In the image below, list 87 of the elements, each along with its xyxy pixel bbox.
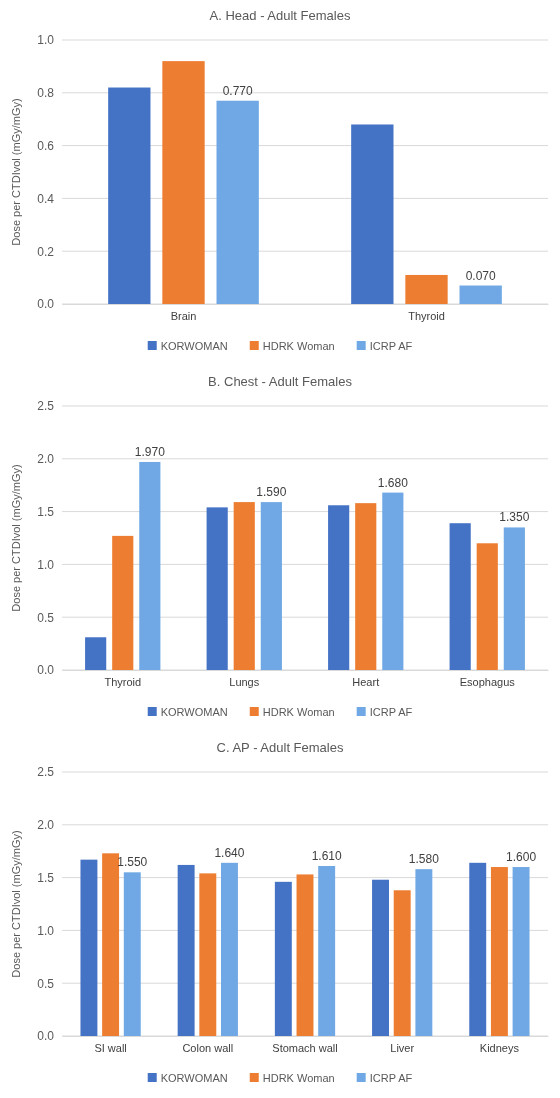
bar — [351, 124, 394, 304]
x-tick-label: Stomach wall — [272, 1041, 338, 1054]
bar — [393, 890, 411, 1036]
data-label: 1.350 — [499, 510, 530, 525]
chart-title: C. AP - Adult Females — [216, 740, 344, 755]
bar — [274, 881, 292, 1036]
bar — [318, 865, 336, 1036]
bar — [469, 862, 487, 1036]
bar — [233, 502, 255, 670]
y-tick-label: 1.5 — [37, 504, 55, 519]
y-axis-title: Dose per CTDIvol (mGy/mGy) — [10, 830, 22, 978]
bar — [490, 867, 508, 1036]
data-label: 1.580 — [408, 852, 440, 867]
bar — [108, 87, 151, 304]
y-tick-label: 1.5 — [37, 870, 55, 885]
y-tick-label: 2.0 — [37, 452, 55, 467]
x-tick-label: Brain — [170, 309, 197, 322]
bar — [382, 492, 404, 670]
x-tick-label: Thyroid — [104, 675, 142, 688]
x-tick-label: Lungs — [229, 675, 260, 688]
data-label: 1.610 — [311, 848, 343, 863]
data-label: 0.070 — [465, 268, 497, 283]
bar — [415, 869, 433, 1036]
data-label: 1.970 — [134, 444, 166, 459]
chart-title: B. Chest - Adult Females — [208, 374, 353, 389]
bar — [405, 274, 448, 304]
x-tick-label: Thyroid — [408, 309, 445, 322]
legend-label: HDRK Woman — [262, 706, 335, 718]
x-tick-label: Colon wall — [182, 1041, 234, 1054]
bar — [328, 505, 350, 670]
x-tick-label: Heart — [352, 675, 380, 688]
x-tick-label: Kidneys — [479, 1041, 520, 1054]
legend-label: HDRK Woman — [262, 1072, 335, 1084]
y-tick-label: 1.0 — [37, 557, 55, 572]
bar — [216, 100, 259, 304]
bar — [476, 543, 498, 670]
bar — [177, 864, 195, 1036]
bar — [206, 507, 228, 670]
bar — [296, 874, 314, 1036]
y-tick-label: 0.0 — [37, 663, 55, 678]
bar — [372, 879, 389, 1036]
legend-label: HDRK Woman — [262, 340, 335, 352]
y-tick-label: 0.4 — [37, 191, 55, 206]
bar — [459, 285, 502, 304]
bar — [162, 61, 205, 304]
y-tick-label: 2.5 — [37, 399, 55, 414]
bar — [260, 502, 282, 670]
legend-label: KORWOMAN — [160, 1072, 228, 1084]
bar — [112, 535, 134, 670]
y-tick-label: 0.5 — [37, 610, 55, 625]
y-tick-label: 0.0 — [37, 297, 55, 312]
data-label: 0.770 — [222, 83, 254, 98]
bar — [85, 637, 107, 670]
legend-label: ICRP AF — [369, 340, 413, 352]
x-tick-label: Esophagus — [459, 675, 516, 688]
y-tick-label: 0.2 — [37, 244, 55, 259]
legend-label: ICRP AF — [369, 1072, 413, 1084]
y-tick-label: 0.0 — [37, 1029, 55, 1044]
bar — [221, 862, 238, 1036]
data-label: 1.680 — [377, 475, 409, 490]
y-tick-label: 2.5 — [37, 765, 55, 780]
bar — [512, 867, 530, 1036]
bar — [139, 461, 161, 670]
x-tick-label: Liver — [390, 1041, 415, 1054]
bar — [199, 873, 217, 1036]
bar — [355, 503, 377, 670]
chart-title: A. Head - Adult Females — [209, 8, 351, 23]
bar — [102, 853, 120, 1036]
y-tick-label: 2.0 — [37, 818, 55, 833]
data-label: 1.640 — [214, 845, 245, 860]
y-tick-label: 1.0 — [37, 33, 55, 48]
legend-label: KORWOMAN — [160, 340, 228, 352]
y-tick-label: 0.5 — [37, 976, 55, 991]
y-axis-title: Dose per CTDIvol (mGy/mGy) — [10, 98, 22, 246]
bar — [123, 872, 141, 1036]
legend-label: KORWOMAN — [160, 706, 228, 718]
y-axis-title: Dose per CTDIvol (mGy/mGy) — [10, 464, 22, 612]
data-label: 1.590 — [256, 485, 287, 500]
y-tick-label: 1.0 — [37, 923, 55, 938]
legend-label: ICRP AF — [369, 706, 413, 718]
bar — [503, 527, 525, 670]
data-label: 1.600 — [506, 850, 537, 865]
bar — [80, 859, 98, 1036]
y-tick-label: 0.8 — [37, 86, 55, 101]
x-tick-label: SI wall — [94, 1041, 127, 1054]
y-tick-label: 0.6 — [37, 138, 55, 153]
bar — [449, 523, 471, 670]
